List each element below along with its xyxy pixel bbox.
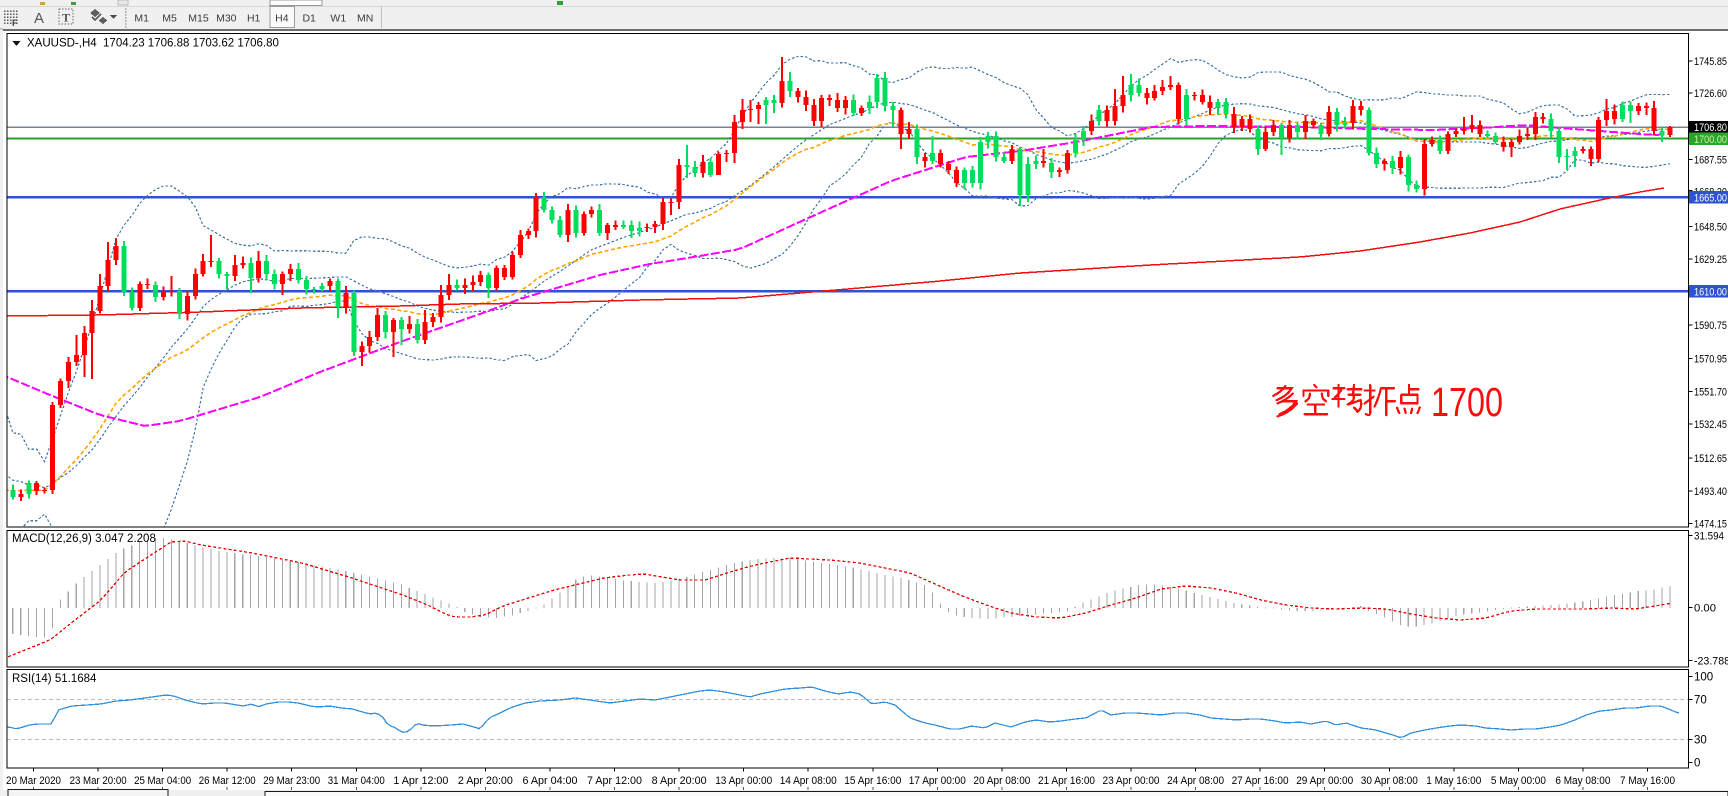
- svg-text:30: 30: [1694, 735, 1707, 747]
- svg-text:23 Apr 00:00: 23 Apr 00:00: [1103, 775, 1160, 787]
- svg-text:1687.55: 1687.55: [1694, 155, 1727, 167]
- svg-text:1629.25: 1629.25: [1694, 254, 1727, 266]
- svg-text:H4: H4: [275, 13, 289, 25]
- svg-text:70: 70: [1694, 695, 1707, 707]
- svg-text:31 Mar 04:00: 31 Mar 04:00: [328, 775, 385, 787]
- svg-text:1700: 1700: [1431, 379, 1503, 425]
- svg-text:1726.60: 1726.60: [1694, 88, 1727, 100]
- svg-text:H1: H1: [247, 13, 261, 25]
- svg-text:1590.75: 1590.75: [1694, 320, 1727, 332]
- svg-text:7 May 16:00: 7 May 16:00: [1620, 775, 1675, 787]
- svg-text:1 Apr 12:00: 1 Apr 12:00: [393, 775, 448, 787]
- svg-text:D1: D1: [302, 13, 316, 25]
- svg-text:31.594: 31.594: [1694, 531, 1724, 543]
- svg-text:1610.00: 1610.00: [1694, 287, 1727, 299]
- svg-text:MACD(12,26,9) 3.047 2.208: MACD(12,26,9) 3.047 2.208: [12, 533, 156, 545]
- svg-text:1700.00: 1700.00: [1694, 134, 1727, 146]
- svg-text:100: 100: [1694, 672, 1713, 684]
- svg-text:RSI(14) 51.1684: RSI(14) 51.1684: [12, 673, 97, 685]
- svg-text:1 May 16:00: 1 May 16:00: [1426, 775, 1481, 787]
- svg-text:26 Mar 12:00: 26 Mar 12:00: [199, 775, 256, 787]
- svg-text:13 Apr 00:00: 13 Apr 00:00: [715, 775, 772, 787]
- svg-text:14 Apr 08:00: 14 Apr 08:00: [780, 775, 837, 787]
- svg-text:0: 0: [1694, 758, 1700, 770]
- svg-text:20 Apr 08:00: 20 Apr 08:00: [973, 775, 1030, 787]
- svg-text:1648.50: 1648.50: [1694, 221, 1727, 233]
- svg-text:29 Mar 23:00: 29 Mar 23:00: [263, 775, 320, 787]
- svg-text:25 Mar 04:00: 25 Mar 04:00: [134, 775, 191, 787]
- svg-text:24 Apr 08:00: 24 Apr 08:00: [1167, 775, 1224, 787]
- svg-text:17 Apr 00:00: 17 Apr 00:00: [909, 775, 966, 787]
- svg-text:7 Apr 12:00: 7 Apr 12:00: [587, 775, 642, 787]
- svg-text:MN: MN: [357, 13, 373, 25]
- svg-text:30 Apr 08:00: 30 Apr 08:00: [1361, 775, 1418, 787]
- svg-text:W1: W1: [330, 13, 346, 25]
- svg-text:F: F: [12, 18, 18, 28]
- svg-text:M5: M5: [162, 13, 177, 25]
- svg-text:21 Apr 16:00: 21 Apr 16:00: [1038, 775, 1095, 787]
- svg-text:8 Apr 20:00: 8 Apr 20:00: [652, 775, 707, 787]
- svg-text:1474.15: 1474.15: [1694, 519, 1727, 531]
- svg-text:29 Apr 00:00: 29 Apr 00:00: [1296, 775, 1353, 787]
- svg-text:6 Apr 04:00: 6 Apr 04:00: [523, 775, 578, 787]
- svg-text:1512.65: 1512.65: [1694, 453, 1727, 465]
- svg-text:15 Apr 16:00: 15 Apr 16:00: [844, 775, 901, 787]
- svg-text:M30: M30: [216, 13, 237, 25]
- svg-text:27 Apr 16:00: 27 Apr 16:00: [1232, 775, 1289, 787]
- svg-text:1665.00: 1665.00: [1694, 193, 1727, 205]
- svg-text:T: T: [62, 11, 70, 25]
- svg-text:1493.40: 1493.40: [1694, 486, 1727, 498]
- svg-text:M15: M15: [188, 13, 209, 25]
- svg-text:20 Mar 2020: 20 Mar 2020: [6, 775, 61, 787]
- svg-text:M1: M1: [134, 13, 149, 25]
- svg-text:1745.85: 1745.85: [1694, 56, 1727, 68]
- svg-text:5 May 00:00: 5 May 00:00: [1491, 775, 1546, 787]
- svg-text:6 May 08:00: 6 May 08:00: [1555, 775, 1610, 787]
- svg-text:2 Apr 20:00: 2 Apr 20:00: [458, 775, 513, 787]
- svg-text:XAUUSD-,H4 1704.23 1706.88 17: XAUUSD-,H4 1704.23 1706.88 1703.62 1706.…: [27, 38, 279, 50]
- svg-text:1551.70: 1551.70: [1694, 386, 1727, 398]
- svg-text:A: A: [34, 10, 44, 27]
- svg-text:1570.95: 1570.95: [1694, 354, 1727, 366]
- svg-text:1532.45: 1532.45: [1694, 419, 1727, 431]
- svg-text:0.00: 0.00: [1694, 603, 1716, 615]
- svg-text:23 Mar 20:00: 23 Mar 20:00: [70, 775, 127, 787]
- svg-text:1706.80: 1706.80: [1694, 122, 1727, 134]
- svg-text:-23.788: -23.788: [1694, 655, 1728, 667]
